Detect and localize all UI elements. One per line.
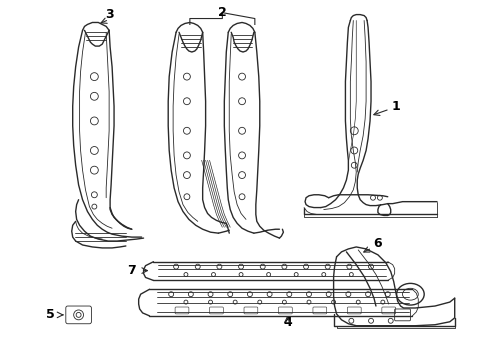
- Text: 1: 1: [391, 100, 400, 113]
- Text: 3: 3: [105, 8, 114, 21]
- Text: 5: 5: [46, 309, 54, 321]
- Text: 6: 6: [373, 238, 382, 251]
- Text: 4: 4: [283, 316, 292, 329]
- Text: 7: 7: [127, 264, 136, 277]
- Text: 2: 2: [218, 6, 227, 19]
